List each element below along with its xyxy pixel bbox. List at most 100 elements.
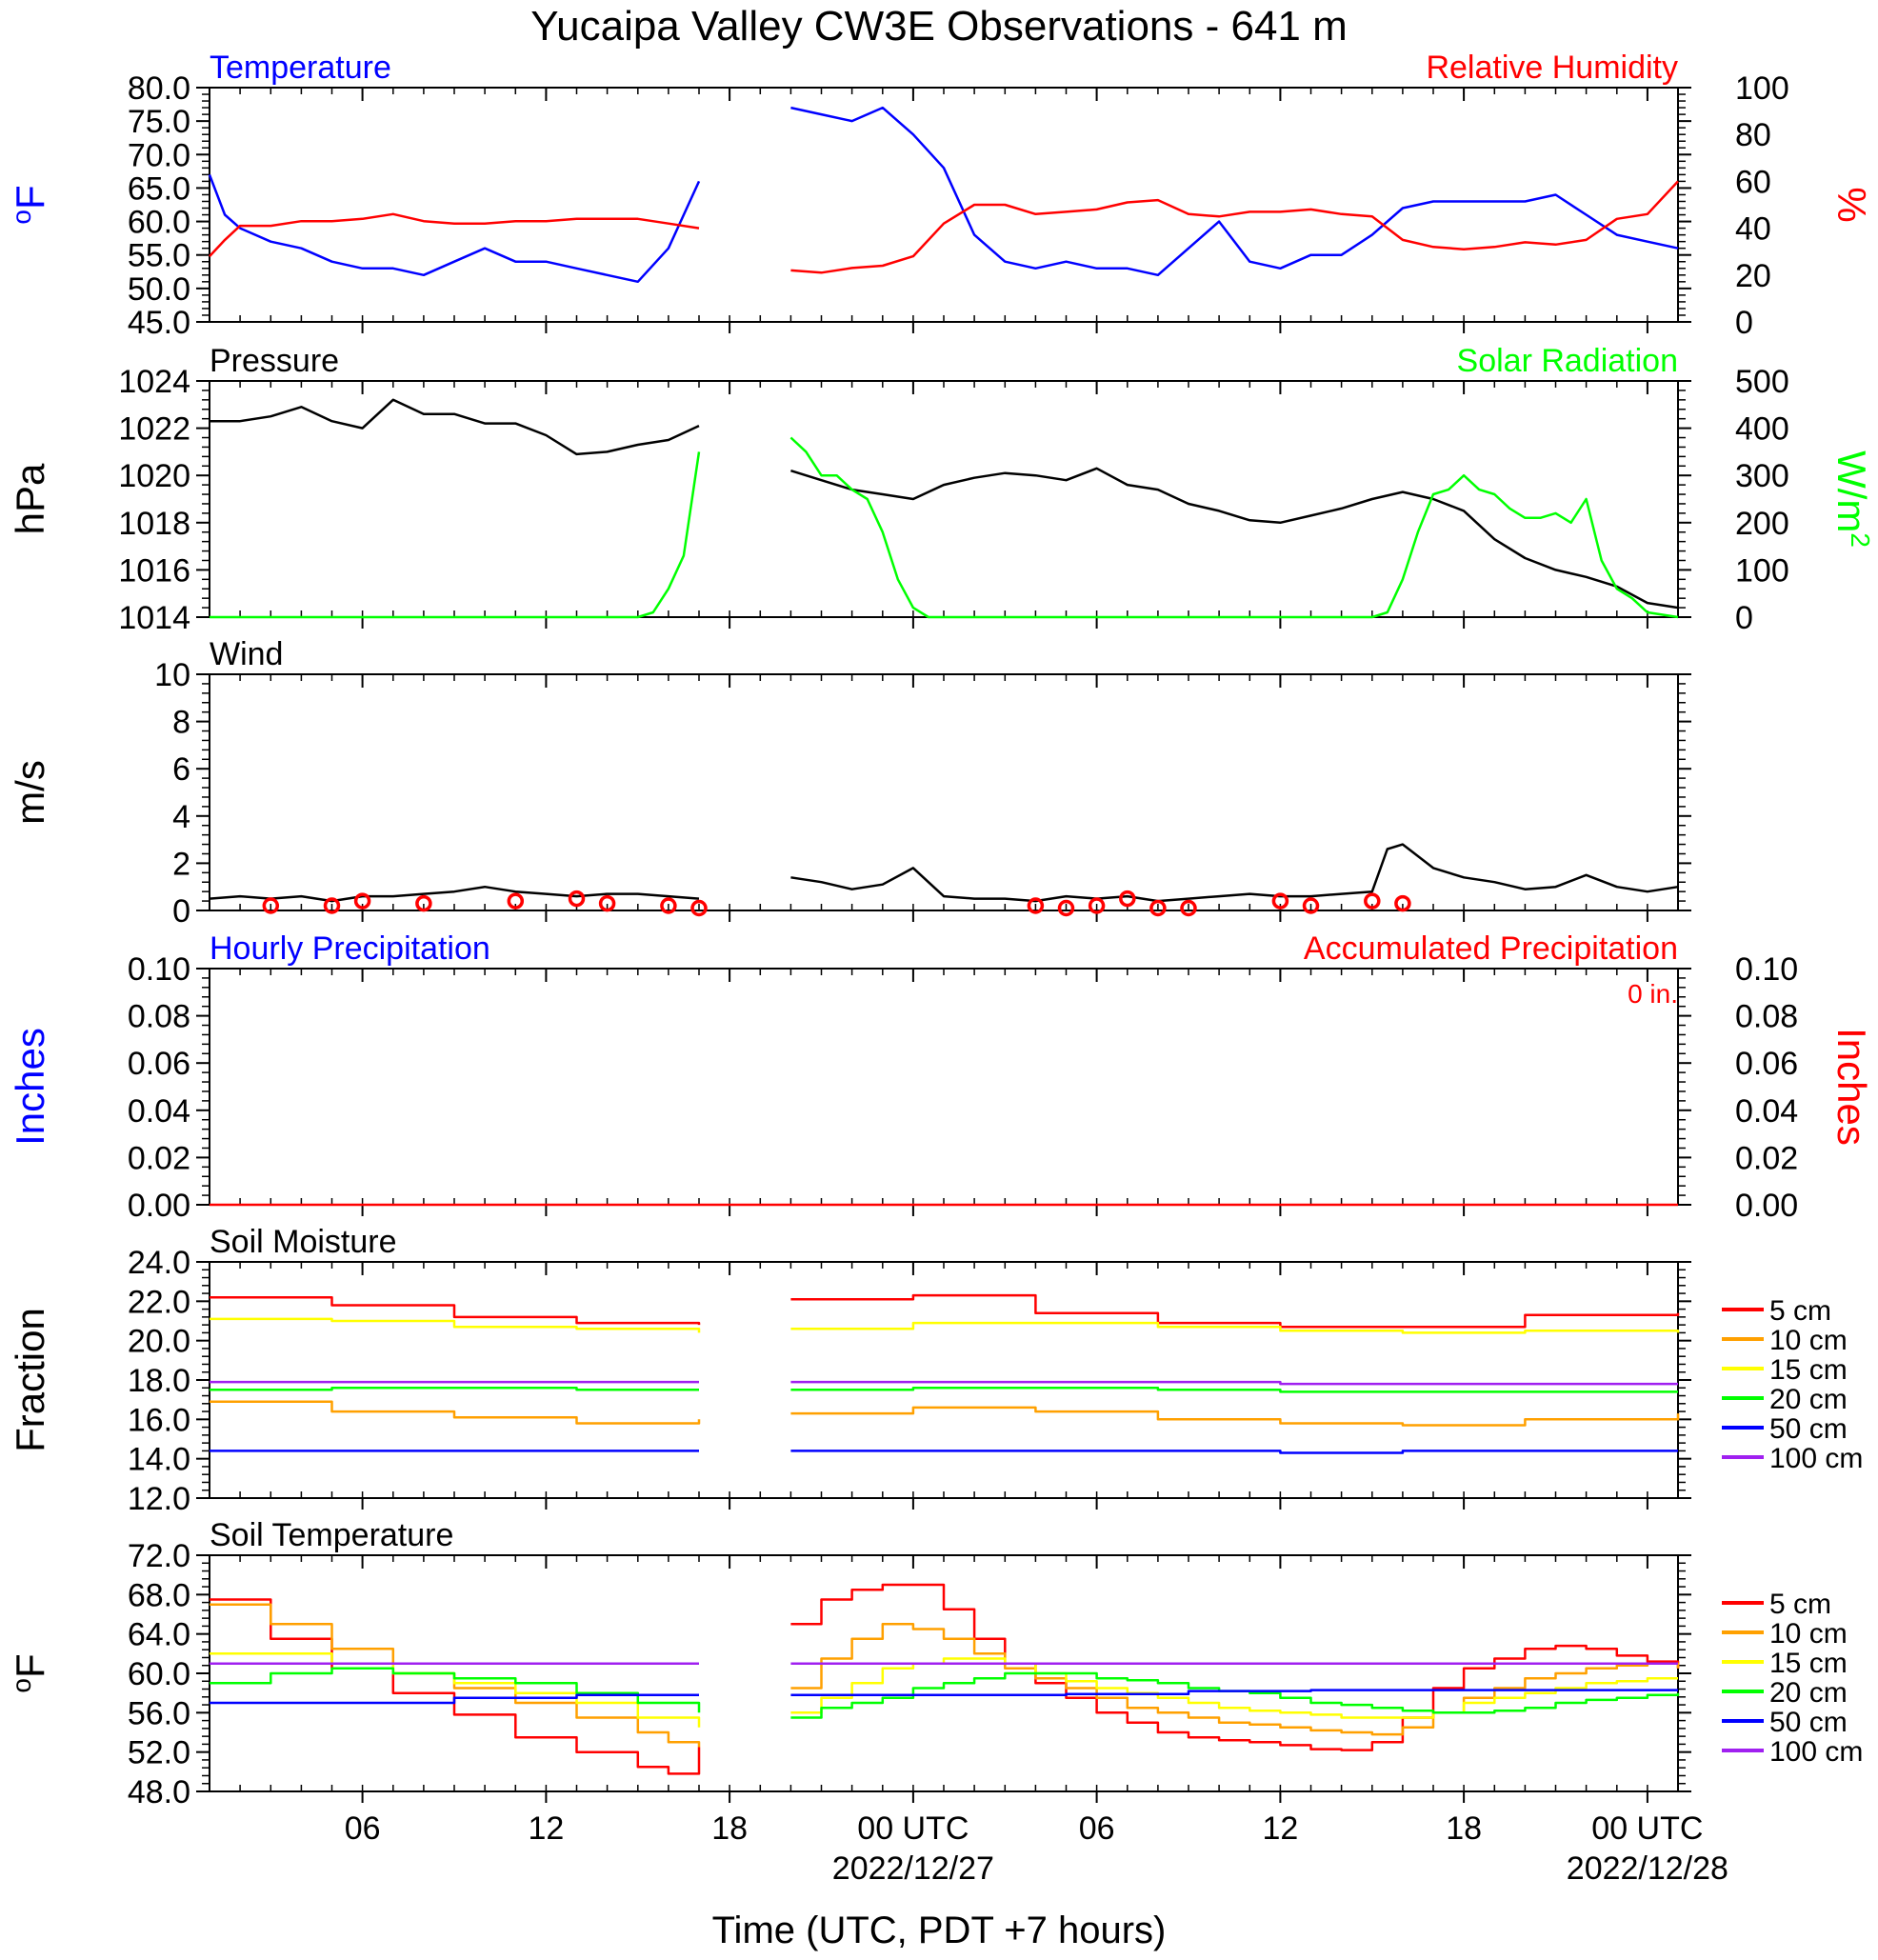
series-15-cm-line xyxy=(210,1317,701,1333)
y-tick-label: 1022 xyxy=(118,411,190,448)
panel-title-left: Wind xyxy=(210,636,283,672)
y-axis-label-right: W/m2 xyxy=(1829,450,1875,548)
y-tick-label: 10 xyxy=(154,657,190,693)
y-tick-label: 14.0 xyxy=(128,1442,190,1478)
series-15-cm-line xyxy=(790,1321,1680,1334)
panel-title-left: Pressure xyxy=(210,343,339,379)
x-tick-label: 12 xyxy=(528,1810,564,1847)
y-tick-label: 75.0 xyxy=(128,104,190,140)
y-tick-label: 1016 xyxy=(118,552,190,589)
x-axis-label: Time (UTC, PDT +7 hours) xyxy=(712,1910,1167,1951)
y-right-tick-label: 100 xyxy=(1735,70,1789,107)
legend-label: 15 cm xyxy=(1769,1648,1848,1679)
chart-title: Yucaipa Valley CW3E Observations - 641 m xyxy=(530,3,1348,50)
panel-pressure_solar: 1014 1016 1018 1020 1022 1024 0 100 200 300 400 500… xyxy=(8,343,1875,636)
y-tick-label: 60.0 xyxy=(128,205,190,241)
y-axis-label-left: hPa xyxy=(8,463,52,534)
calm-wind-marker xyxy=(507,892,525,910)
panel-frame xyxy=(209,968,1679,1206)
x-tick-label: 00 UTC xyxy=(1591,1810,1703,1847)
series-5-cm-line xyxy=(210,1295,701,1326)
y-tick-label: 72.0 xyxy=(128,1538,190,1574)
series-temperature-line xyxy=(790,106,1679,277)
y-tick-label: 24.0 xyxy=(128,1245,190,1281)
panel-title-right: Solar Radiation xyxy=(1457,343,1678,379)
calm-wind-marker xyxy=(1271,892,1289,910)
y-tick-label: 0.04 xyxy=(128,1093,190,1130)
legend-label: 5 cm xyxy=(1769,1589,1831,1620)
panel-frame xyxy=(209,380,1679,618)
legend-label: 100 cm xyxy=(1769,1736,1863,1768)
series-5-cm-line xyxy=(790,1583,1680,1751)
calm-wind-marker xyxy=(1057,899,1075,917)
y-tick-label: 80.0 xyxy=(128,70,190,107)
y-tick-label: 1020 xyxy=(118,458,190,494)
precip-total-annotation: 0 in. xyxy=(1628,979,1678,1009)
calm-wind-marker xyxy=(568,890,586,908)
series-50-cm-line xyxy=(210,1693,699,1705)
y-tick-label: 8 xyxy=(172,705,190,741)
y-right-tick-label: 0.02 xyxy=(1735,1140,1798,1176)
y-right-tick-label: 80 xyxy=(1735,117,1771,153)
legend-label: 20 cm xyxy=(1769,1384,1848,1415)
x-tick-label: 12 xyxy=(1262,1810,1298,1847)
series-relative-humidity-line xyxy=(209,212,700,257)
series-50-cm-line xyxy=(790,1689,1678,1696)
y-right-tick-label: 40 xyxy=(1735,211,1771,248)
panel-title-left: Soil Moisture xyxy=(210,1224,397,1260)
series-solar-radiation-line xyxy=(789,436,1679,619)
y-axis-label-left: oF xyxy=(7,185,52,224)
calm-wind-marker xyxy=(323,897,341,914)
y-right-tick-label: 200 xyxy=(1735,506,1789,542)
y-right-tick-label: 400 xyxy=(1735,411,1789,448)
calm-wind-marker xyxy=(1302,897,1320,914)
calm-wind-marker xyxy=(1119,890,1136,908)
calm-wind-marker xyxy=(1149,899,1167,917)
legend-label: 10 cm xyxy=(1769,1618,1848,1650)
series-10-cm-line xyxy=(210,1400,701,1425)
series-100-cm-line xyxy=(790,1380,1678,1386)
panel-title-left: Soil Temperature xyxy=(210,1517,453,1553)
legend-label: 15 cm xyxy=(1769,1354,1848,1386)
y-tick-label: 55.0 xyxy=(128,238,190,274)
series-solar-radiation-line xyxy=(210,451,701,619)
series-20-cm-line xyxy=(790,1387,1678,1393)
panel-frame xyxy=(209,87,1679,323)
x-tick-label: 06 xyxy=(1079,1810,1115,1847)
y-tick-label: 1018 xyxy=(118,506,190,542)
calm-wind-marker xyxy=(1180,899,1197,917)
y-tick-label: 48.0 xyxy=(128,1774,190,1810)
calm-wind-marker xyxy=(415,894,432,912)
series-5-cm-line xyxy=(790,1293,1680,1329)
legend-label: 50 cm xyxy=(1769,1707,1848,1738)
legend-label: 100 cm xyxy=(1769,1443,1863,1474)
series-pressure-line xyxy=(790,467,1679,610)
y-axis-label-left: Inches xyxy=(8,1028,52,1146)
y-axis-label-right: Inches xyxy=(1829,1028,1874,1146)
y-right-tick-label: 0.08 xyxy=(1735,999,1798,1035)
series-50-cm-line xyxy=(790,1450,1678,1454)
y-tick-label: 2 xyxy=(172,846,190,882)
legend-label: 10 cm xyxy=(1769,1325,1848,1356)
calm-wind-marker xyxy=(353,892,371,910)
y-tick-label: 50.0 xyxy=(128,271,190,308)
y-tick-label: 12.0 xyxy=(128,1481,190,1517)
panel-soil_moisture: 12.014.0 16.018.020.0 22.024.0 Soil Moistur… xyxy=(8,1224,1691,1517)
y-tick-label: 20.0 xyxy=(128,1324,190,1360)
legend-label: 20 cm xyxy=(1769,1677,1848,1709)
y-tick-label: 1024 xyxy=(118,364,190,400)
y-tick-label: 1014 xyxy=(118,600,190,636)
panel-title-right: Accumulated Precipitation xyxy=(1304,930,1678,967)
calm-wind-marker xyxy=(598,894,616,912)
panel-title-left: Temperature xyxy=(210,50,391,86)
series-10-cm-line xyxy=(790,1623,1680,1736)
y-tick-label: 45.0 xyxy=(128,305,190,341)
y-tick-label: 0 xyxy=(172,893,190,930)
y-tick-label: 64.0 xyxy=(128,1617,190,1653)
x-tick-label: 18 xyxy=(1446,1810,1482,1847)
legend-label: 50 cm xyxy=(1769,1413,1848,1445)
y-right-tick-label: 0.04 xyxy=(1735,1093,1798,1130)
y-right-tick-label: 60 xyxy=(1735,164,1771,200)
legend-label: 5 cm xyxy=(1769,1295,1831,1327)
